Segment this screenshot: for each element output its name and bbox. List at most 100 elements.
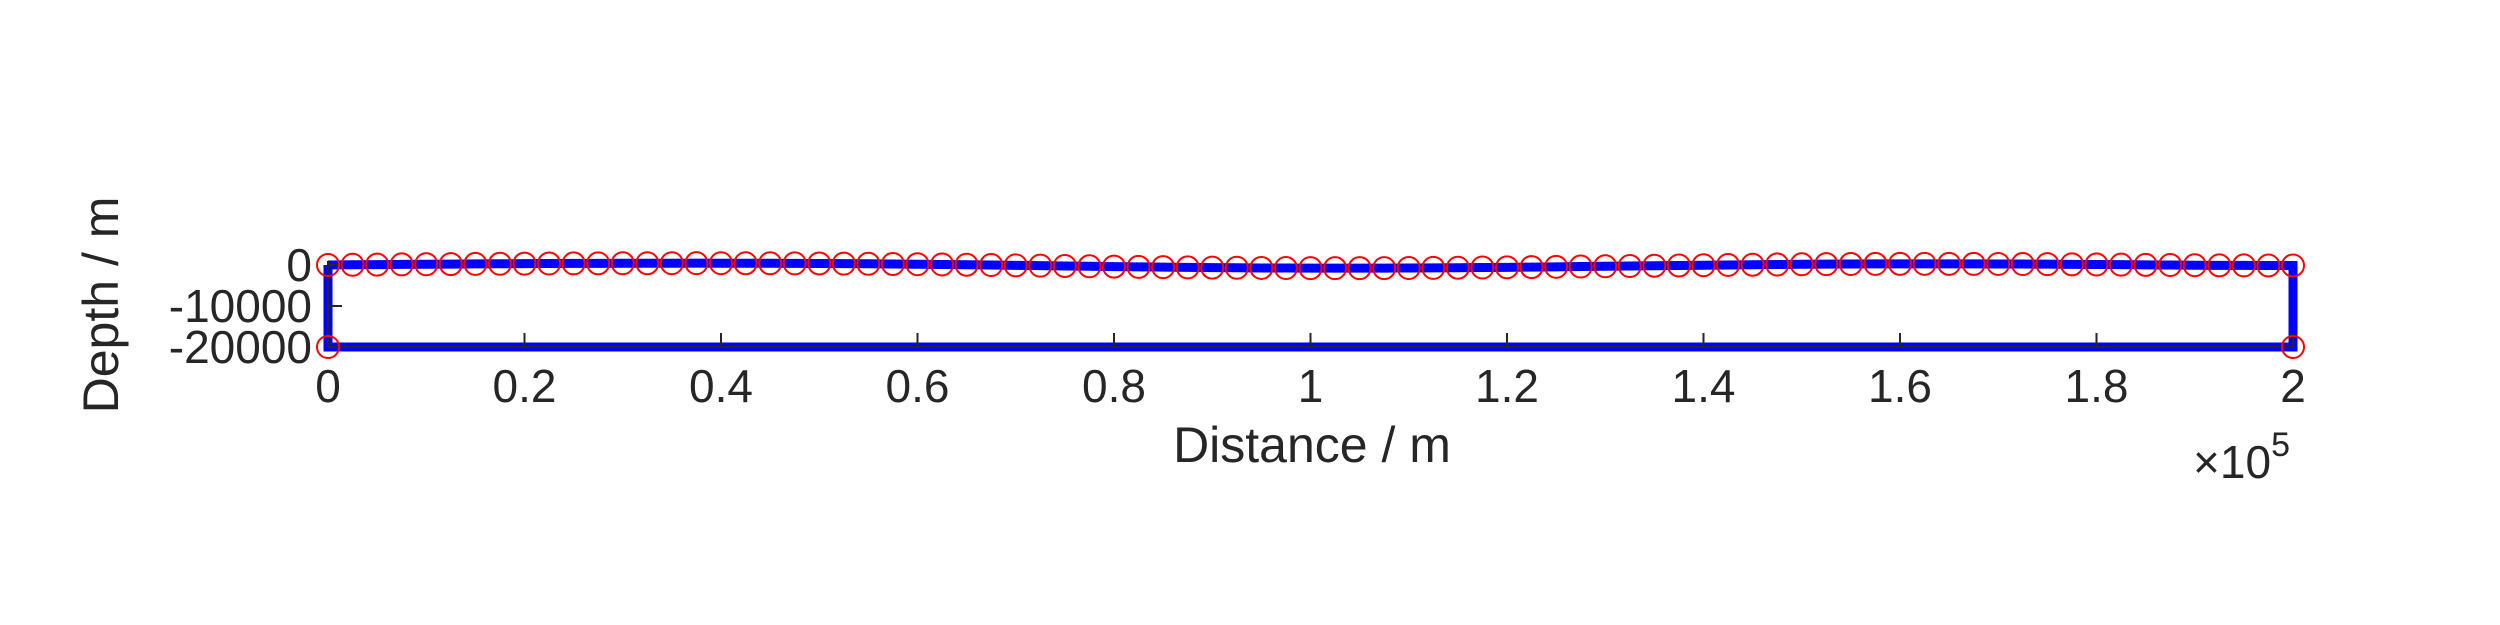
node-marker bbox=[635, 251, 660, 276]
node-marker bbox=[2281, 335, 2305, 359]
node-marker bbox=[2256, 253, 2281, 278]
node-marker bbox=[1765, 252, 1790, 277]
node-marker bbox=[1126, 254, 1151, 279]
node-marker bbox=[316, 253, 340, 277]
node-marker bbox=[365, 252, 390, 277]
node-marker bbox=[1838, 252, 1863, 277]
node-marker bbox=[1003, 253, 1028, 278]
node-marker bbox=[831, 251, 856, 276]
node-marker bbox=[1372, 256, 1397, 281]
node-marker bbox=[733, 251, 758, 276]
node-marker bbox=[1568, 254, 1593, 279]
node-marker bbox=[316, 335, 340, 359]
node-marker bbox=[1666, 253, 1691, 278]
y-tick-label: -20000 bbox=[169, 321, 312, 373]
node-marker bbox=[1396, 256, 1421, 281]
node-marker bbox=[1224, 255, 1249, 280]
x-tick-label: 0.4 bbox=[689, 360, 753, 412]
node-marker bbox=[2109, 252, 2134, 277]
node-marker bbox=[1789, 252, 1814, 277]
y-tick-label: -10000 bbox=[169, 280, 312, 332]
node-marker bbox=[2158, 253, 2183, 278]
node-marker bbox=[389, 252, 414, 277]
node-marker bbox=[1175, 255, 1200, 280]
x-tick-label: 1.8 bbox=[2065, 360, 2129, 412]
node-marker bbox=[561, 251, 586, 276]
node-marker bbox=[659, 251, 684, 276]
node-marker bbox=[1077, 254, 1102, 279]
node-marker bbox=[758, 251, 783, 276]
node-marker bbox=[1519, 255, 1544, 280]
x-tick-label: 0 bbox=[315, 360, 341, 412]
node-marker bbox=[1445, 255, 1470, 280]
domain-outline-line bbox=[323, 258, 2298, 352]
node-marker bbox=[1052, 253, 1077, 278]
node-marker bbox=[1642, 253, 1667, 278]
node-marker bbox=[880, 251, 905, 276]
x-axis-label: Distance / m bbox=[1173, 417, 1451, 473]
x-tick-label: 0.6 bbox=[886, 360, 950, 412]
node-marker bbox=[487, 251, 512, 276]
node-marker bbox=[2207, 253, 2232, 278]
node-marker bbox=[930, 252, 955, 277]
node-marker bbox=[414, 252, 439, 277]
node-marker bbox=[1470, 255, 1495, 280]
node-marker bbox=[512, 251, 537, 276]
node-marker bbox=[610, 251, 635, 276]
node-marker bbox=[2084, 252, 2109, 277]
x-tick-label: 0.2 bbox=[493, 360, 557, 412]
node-markers bbox=[316, 251, 2305, 359]
x-axis-exponent-label: ×105 bbox=[2193, 426, 2290, 488]
x-tick-label: 1.6 bbox=[1868, 360, 1932, 412]
node-marker bbox=[905, 252, 930, 277]
node-marker bbox=[954, 252, 979, 277]
node-marker bbox=[463, 251, 488, 276]
node-marker bbox=[438, 252, 463, 277]
node-marker bbox=[1249, 255, 1274, 280]
node-marker bbox=[2182, 253, 2207, 278]
node-marker bbox=[1961, 251, 1986, 276]
node-marker bbox=[1937, 251, 1962, 276]
plot-area bbox=[316, 251, 2305, 359]
node-marker bbox=[782, 251, 807, 276]
node-marker bbox=[1151, 255, 1176, 280]
node-marker bbox=[1347, 256, 1372, 281]
node-marker bbox=[1691, 253, 1716, 278]
node-marker bbox=[1544, 254, 1569, 279]
node-marker bbox=[1298, 256, 1323, 281]
node-marker bbox=[1593, 254, 1618, 279]
node-marker bbox=[2281, 253, 2305, 278]
node-marker bbox=[1716, 252, 1741, 277]
node-marker bbox=[2231, 253, 2256, 278]
node-marker bbox=[1273, 256, 1298, 281]
tick-labels: 0 0.2 0.4 0.6 0.8 1 1.2 1.4 1.6 1.8 2 0-10000-20000 bbox=[169, 239, 2306, 412]
node-marker bbox=[1495, 255, 1519, 280]
node-marker bbox=[2010, 252, 2035, 277]
node-marker bbox=[1028, 253, 1053, 278]
node-marker bbox=[1323, 256, 1348, 281]
node-marker bbox=[979, 253, 1004, 278]
node-marker bbox=[1814, 252, 1839, 277]
x-tick-label: 0.8 bbox=[1082, 360, 1146, 412]
node-marker bbox=[537, 251, 562, 276]
node-marker bbox=[1863, 251, 1888, 276]
node-marker bbox=[1986, 251, 2011, 276]
y-axis-label: Depth / m bbox=[73, 197, 129, 414]
node-marker bbox=[586, 251, 611, 276]
node-marker bbox=[684, 251, 709, 276]
node-marker bbox=[807, 251, 832, 276]
node-marker bbox=[2133, 252, 2158, 277]
y-tick-label: 0 bbox=[286, 239, 312, 291]
x-tick-label: 1.2 bbox=[1475, 360, 1539, 412]
node-marker bbox=[1740, 252, 1765, 277]
node-marker bbox=[1912, 251, 1937, 276]
node-marker bbox=[1102, 254, 1126, 279]
node-marker bbox=[2035, 252, 2060, 277]
node-marker bbox=[2059, 252, 2084, 277]
x-tick-label: 1 bbox=[1298, 360, 1324, 412]
x-tick-label: 1.4 bbox=[1672, 360, 1736, 412]
node-marker bbox=[1617, 254, 1642, 279]
node-marker bbox=[709, 251, 733, 276]
node-marker bbox=[1888, 251, 1912, 276]
